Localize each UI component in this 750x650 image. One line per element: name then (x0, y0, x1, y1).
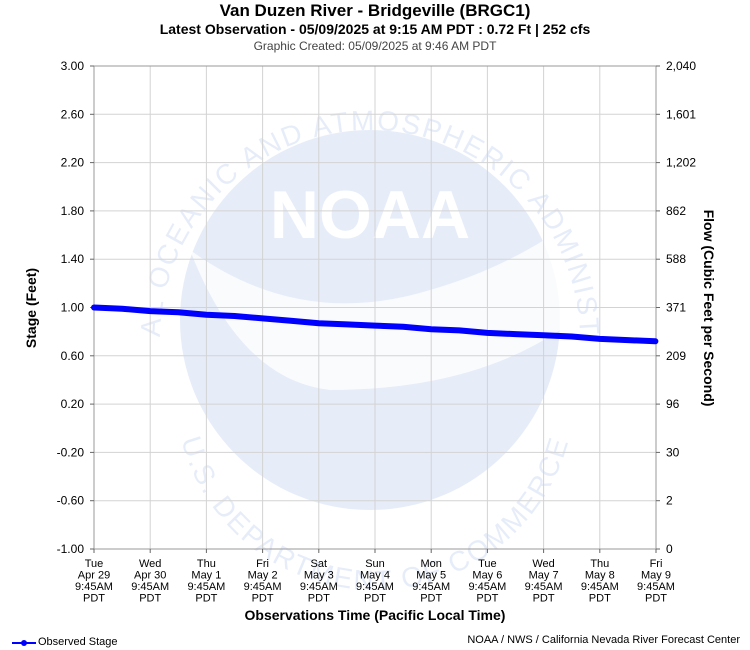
y2-tick-label: 588 (666, 252, 686, 266)
y-tick-label: 2.60 (61, 107, 85, 121)
data-point (400, 324, 406, 330)
data-point (625, 337, 631, 343)
legend-label: Observed Stage (38, 636, 118, 648)
y2-tick-label: 862 (666, 204, 686, 218)
data-point (569, 333, 575, 339)
y-tick-label: 3.00 (61, 59, 85, 73)
watermark-center-text: NOAA (270, 177, 470, 253)
data-point (541, 332, 547, 338)
y-tick-label: 1.80 (61, 204, 85, 218)
footer-credit: NOAA / NWS / California Nevada River For… (467, 634, 740, 646)
data-point (119, 306, 125, 312)
y-tick-label: 0.20 (61, 397, 85, 411)
data-point (260, 315, 266, 321)
y-tick-label: 1.00 (61, 301, 85, 315)
x-tick-label: Tue Apr 29 9:45AM PDT (75, 558, 113, 605)
legend-marker-icon (21, 640, 27, 646)
chart-title: Van Duzen River - Bridgeville (BRGC1) (219, 1, 531, 20)
x-tick-label: Sat May 3 9:45AM PDT (300, 558, 338, 605)
x-tick-label: Wed Apr 30 9:45AM PDT (131, 558, 169, 605)
y2-tick-label: 2 (666, 494, 673, 508)
x-axis-label: Observations Time (Pacific Local Time) (245, 607, 506, 623)
y2-tick-label: 371 (666, 301, 686, 315)
data-point (484, 330, 490, 336)
y-axis-ticks: 3.00 2.60 2.20 1.80 1.40 1.00 0.60 0.20 -0.20 -0.… (57, 59, 94, 556)
y-axis-label: Stage (Feet) (23, 268, 39, 348)
data-point (175, 309, 181, 315)
noaa-watermark: NOAA NATIONAL OCEANIC AND ATMOSPHERIC AD… (0, 0, 603, 596)
y2-tick-label: 30 (666, 445, 680, 459)
data-point (91, 305, 97, 310)
y-tick-label: 1.40 (61, 252, 85, 266)
y2-tick-label: 2,040 (666, 59, 696, 73)
data-point (316, 320, 322, 326)
x-tick-label: Fri May 2 9:45AM PDT (244, 558, 282, 605)
y-tick-label: 0.60 (61, 349, 85, 363)
y-tick-label: -1.00 (57, 542, 85, 556)
watermark-circle (180, 130, 560, 510)
y2-axis-ticks: 2,040 1,601 1,202 862 588 371 209 96 30 2 0 (656, 59, 696, 556)
data-point (372, 323, 378, 329)
data-point (147, 308, 153, 314)
y2-tick-label: 209 (666, 349, 686, 363)
y2-tick-label: 1,601 (666, 107, 696, 121)
grid-lines (94, 65, 656, 550)
y-tick-label: -0.60 (57, 494, 85, 508)
series-layer (91, 304, 659, 345)
x-tick-label: Fri May 9 9:45AM PDT (637, 558, 675, 605)
data-point (456, 327, 462, 333)
chart-caption: Graphic Created: 05/09/2025 at 9:46 AM P… (253, 39, 497, 53)
legend (12, 640, 36, 646)
data-point (597, 336, 603, 342)
y-tick-label: -0.20 (57, 445, 85, 459)
y2-tick-label: 96 (666, 397, 680, 411)
data-point (232, 313, 237, 319)
data-point (513, 331, 518, 337)
chart-subtitle: Latest Observation - 05/09/2025 at 9:15 … (159, 21, 591, 37)
x-tick-label: Wed May 7 9:45AM PDT (525, 558, 563, 605)
y-tick-label: 2.20 (61, 156, 85, 170)
y2-axis-label: Flow (Cubic Feet per Second) (701, 210, 717, 407)
x-tick-label: Mon May 5 9:45AM PDT (412, 558, 450, 605)
data-point (652, 338, 658, 344)
x-tick-label: Thu May 1 9:45AM PDT (187, 558, 225, 605)
x-tick-label: Thu May 8 9:45AM PDT (581, 558, 619, 605)
data-point (428, 326, 434, 332)
y2-tick-label: 1,202 (666, 156, 696, 170)
data-point (288, 318, 294, 324)
x-tick-label: Tue May 6 9:45AM PDT (468, 558, 506, 605)
x-axis-ticks: Tue Apr 29 9:45AM PDT Wed Apr 30 9:45AM PDT Thu M… (75, 549, 675, 605)
x-tick-label: Sun May 4 9:45AM PDT (356, 558, 394, 605)
data-point (344, 321, 350, 327)
y2-tick-label: 0 (666, 542, 673, 556)
data-point (203, 312, 209, 318)
